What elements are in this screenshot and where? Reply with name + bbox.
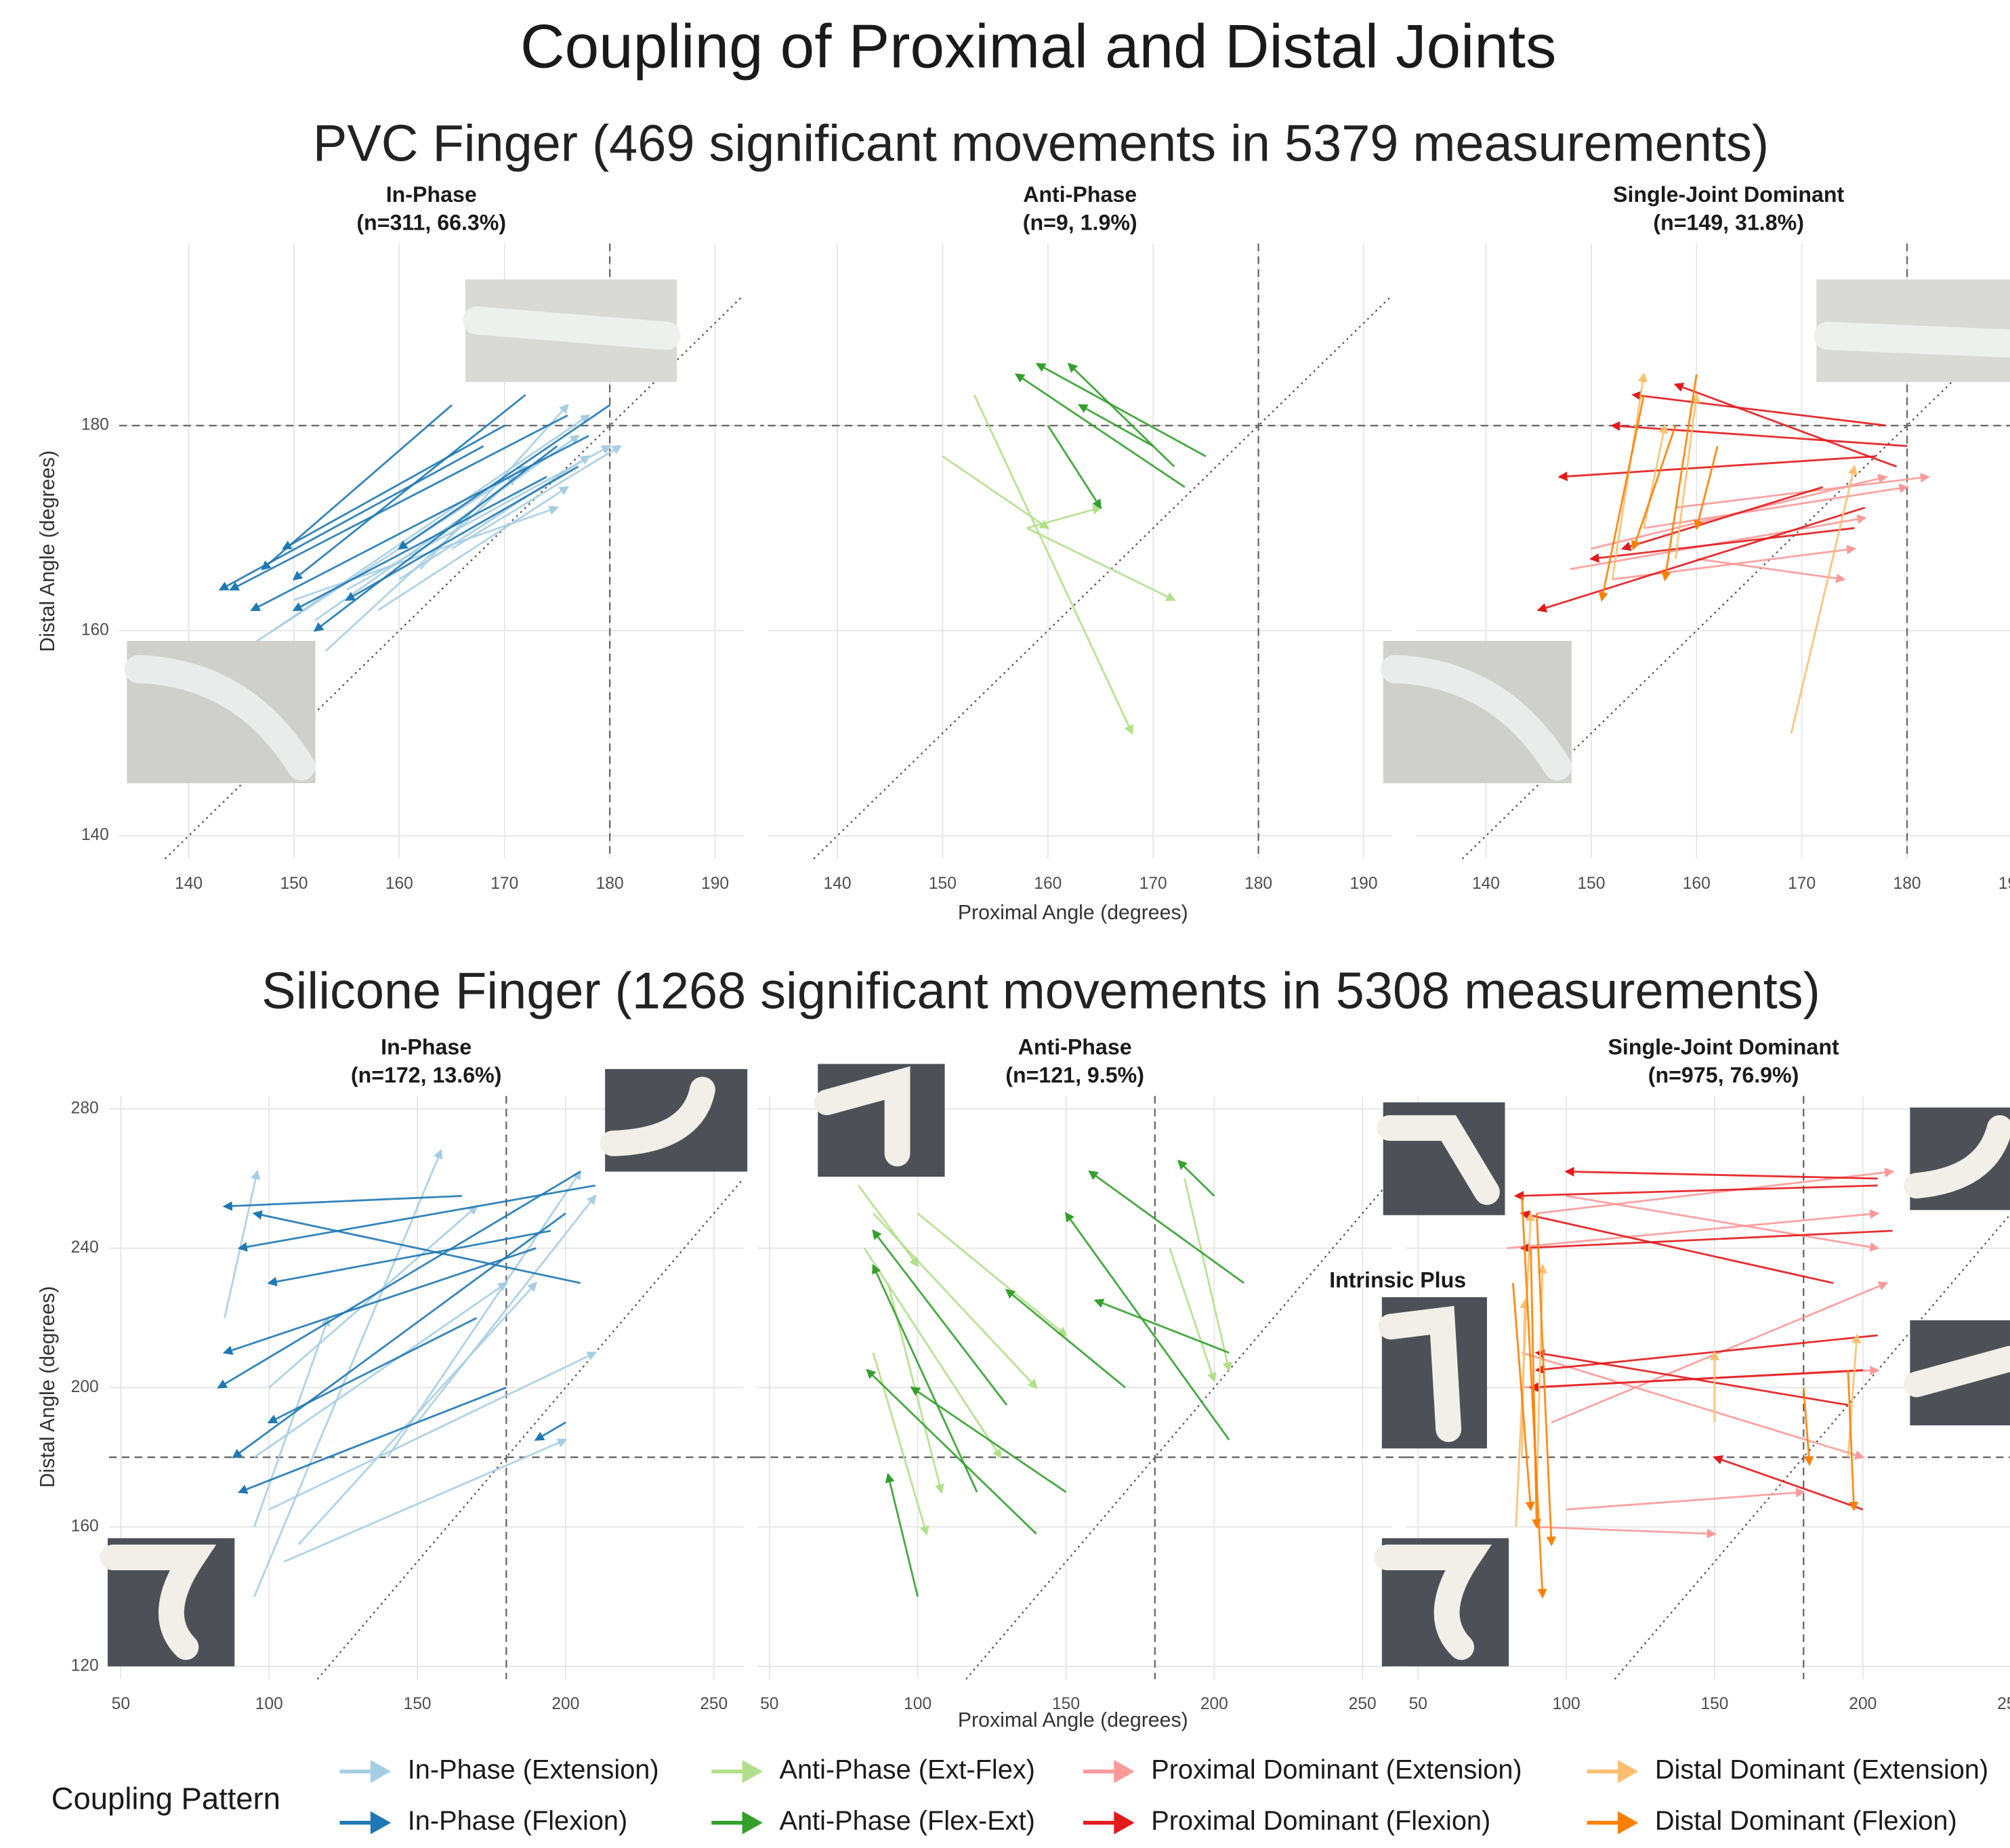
x-tick-label: 190: [1349, 875, 1377, 893]
x-tick-label: 50: [112, 1695, 130, 1713]
photo: [1816, 280, 2010, 382]
y-tick-label: 140: [81, 826, 109, 844]
x-tick-label: 170: [1139, 875, 1167, 893]
y-tick-label: 160: [71, 1517, 99, 1536]
legend-label: Proximal Dominant (Flexion): [1151, 1806, 1490, 1836]
x-tick-label: 150: [1577, 875, 1605, 893]
photo: [818, 1064, 944, 1177]
x-tick-label: 200: [551, 1695, 579, 1713]
panel-subtitle: (n=121, 9.5%): [1005, 1063, 1144, 1087]
panel-title: Anti-Phase: [1018, 1034, 1132, 1059]
x-tick-label: 170: [1788, 875, 1816, 893]
x-tick-label: 140: [175, 875, 203, 893]
y-tick-label: 240: [71, 1238, 99, 1257]
photo: [127, 641, 315, 783]
y-axis-label: Distal Angle (degrees): [37, 1286, 59, 1488]
panel-subtitle: (n=172, 13.6%): [351, 1063, 502, 1087]
panel-subtitle: (n=9, 1.9%): [1023, 211, 1137, 235]
y-tick-label: 160: [81, 621, 109, 639]
panel-title: Single-Joint Dominant: [1608, 1034, 1839, 1059]
legend-label: Distal Dominant (Flexion): [1655, 1806, 1957, 1836]
main-title: Coupling of Proximal and Distal Joints: [520, 13, 1556, 81]
row-subtitle: PVC Finger (469 significant movements in…: [313, 115, 1769, 173]
y-tick-label: 120: [71, 1656, 99, 1675]
x-tick-label: 50: [1409, 1695, 1427, 1713]
photo: [1382, 1538, 1509, 1666]
legend-label: Proximal Dominant (Extension): [1151, 1755, 1522, 1785]
x-tick-label: 190: [701, 875, 729, 893]
x-tick-label: 180: [596, 875, 624, 893]
x-tick-label: 180: [1244, 875, 1272, 893]
x-tick-label: 100: [255, 1695, 283, 1713]
panel-subtitle: (n=975, 76.9%): [1648, 1063, 1799, 1087]
photo: [465, 280, 677, 382]
x-tick-label: 190: [1998, 875, 2010, 893]
x-tick-label: 50: [760, 1695, 778, 1713]
x-tick-label: 180: [1893, 875, 1921, 893]
x-tick-label: 160: [1683, 875, 1711, 893]
y-tick-label: 280: [71, 1099, 99, 1117]
legend-label: In-Phase (Flexion): [408, 1806, 627, 1836]
photo: [1383, 1102, 1505, 1215]
photo: [108, 1538, 234, 1666]
figure: Coupling of Proximal and Distal Joints P…: [0, 0, 2010, 1848]
legend-label: In-Phase (Extension): [408, 1755, 659, 1785]
x-tick-label: 170: [490, 875, 518, 893]
x-tick-label: 150: [404, 1695, 432, 1713]
y-axis-label: Distal Angle (degrees): [37, 450, 59, 652]
photo: [1910, 1108, 2010, 1210]
row-subtitle: Silicone Finger (1268 significant moveme…: [261, 962, 1820, 1020]
photo: [1383, 641, 1572, 783]
x-tick-label: 100: [1553, 1695, 1580, 1713]
x-tick-label: 200: [1849, 1695, 1877, 1713]
y-tick-label: 200: [71, 1378, 99, 1396]
x-tick-label: 150: [1700, 1695, 1728, 1713]
x-tick-label: 250: [700, 1695, 728, 1713]
panel-title: In-Phase: [381, 1034, 472, 1059]
x-axis-label: Proximal Angle (degrees): [958, 902, 1188, 924]
annotation: Intrinsic Plus: [1329, 1268, 1466, 1293]
x-tick-label: 160: [1034, 875, 1062, 893]
panel-title: In-Phase: [386, 182, 477, 207]
x-tick-label: 250: [1997, 1695, 2010, 1713]
panel-subtitle: (n=149, 31.8%): [1653, 211, 1804, 235]
x-tick-label: 150: [929, 875, 957, 893]
page: {"title": "Coupling of Proximal and Dist…: [0, 0, 2010, 1848]
x-tick-label: 140: [823, 875, 851, 893]
legend-title: Coupling Pattern: [51, 1782, 280, 1816]
x-tick-label: 200: [1200, 1695, 1228, 1713]
x-tick-label: 250: [1349, 1695, 1377, 1713]
x-tick-label: 100: [904, 1695, 931, 1713]
x-tick-label: 150: [280, 875, 308, 893]
x-tick-label: 150: [1052, 1695, 1080, 1713]
legend-label: Anti-Phase (Flex-Ext): [779, 1806, 1034, 1836]
x-tick-label: 160: [385, 875, 413, 893]
panel-title: Single-Joint Dominant: [1613, 182, 1844, 207]
x-tick-label: 140: [1472, 875, 1500, 893]
photo: [1382, 1297, 1487, 1448]
panel-title: Anti-Phase: [1023, 182, 1137, 207]
y-tick-label: 180: [81, 416, 109, 434]
photo: [605, 1069, 747, 1171]
photo: [1910, 1320, 2010, 1425]
panel-subtitle: (n=311, 66.3%): [356, 211, 506, 235]
legend-label: Anti-Phase (Ext-Flex): [779, 1755, 1034, 1785]
legend-label: Distal Dominant (Extension): [1655, 1755, 1988, 1785]
